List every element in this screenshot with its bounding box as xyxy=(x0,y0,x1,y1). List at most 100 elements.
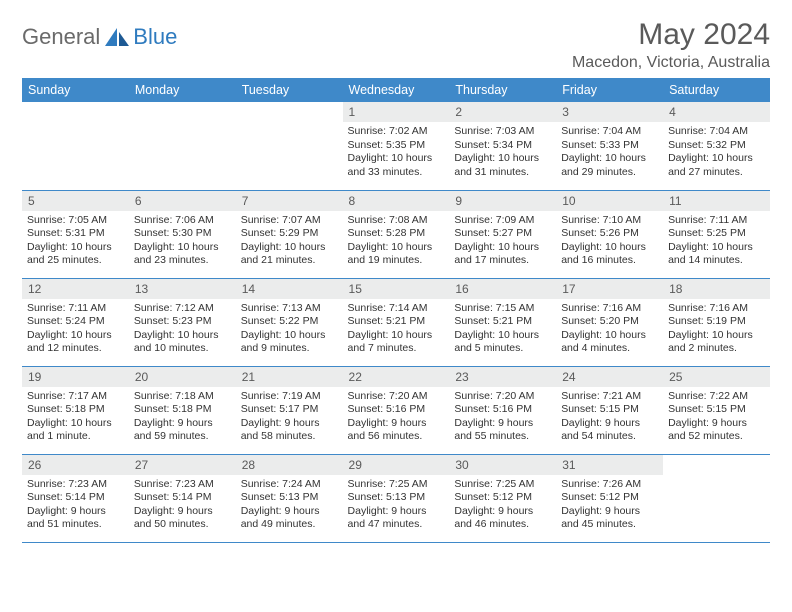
day-daylight2: and 46 minutes. xyxy=(454,518,551,532)
day-sunrise: Sunrise: 7:04 AM xyxy=(561,125,658,139)
day-sunrise: Sunrise: 7:07 AM xyxy=(241,214,338,228)
day-data: Sunrise: 7:20 AMSunset: 5:16 PMDaylight:… xyxy=(343,387,450,449)
day-number: 31 xyxy=(556,455,663,475)
day-sunrise: Sunrise: 7:26 AM xyxy=(561,478,658,492)
day-daylight1: Daylight: 9 hours xyxy=(668,417,765,431)
day-sunset: Sunset: 5:14 PM xyxy=(134,491,231,505)
day-daylight1: Daylight: 10 hours xyxy=(241,329,338,343)
weekday-header: Friday xyxy=(556,78,663,102)
day-sunset: Sunset: 5:13 PM xyxy=(241,491,338,505)
day-sunrise: Sunrise: 7:20 AM xyxy=(348,390,445,404)
day-sunrise: Sunrise: 7:05 AM xyxy=(27,214,124,228)
day-data: Sunrise: 7:23 AMSunset: 5:14 PMDaylight:… xyxy=(129,475,236,537)
calendar-day-cell: 8Sunrise: 7:08 AMSunset: 5:28 PMDaylight… xyxy=(343,190,450,278)
day-sunset: Sunset: 5:22 PM xyxy=(241,315,338,329)
calendar-day-cell: 12Sunrise: 7:11 AMSunset: 5:24 PMDayligh… xyxy=(22,278,129,366)
calendar-week-row: 12Sunrise: 7:11 AMSunset: 5:24 PMDayligh… xyxy=(22,278,770,366)
day-data: Sunrise: 7:17 AMSunset: 5:18 PMDaylight:… xyxy=(22,387,129,449)
day-number: 18 xyxy=(663,279,770,299)
calendar-day-cell: 2Sunrise: 7:03 AMSunset: 5:34 PMDaylight… xyxy=(449,102,556,190)
day-sunrise: Sunrise: 7:11 AM xyxy=(27,302,124,316)
day-sunset: Sunset: 5:18 PM xyxy=(27,403,124,417)
day-number: 30 xyxy=(449,455,556,475)
day-daylight2: and 29 minutes. xyxy=(561,166,658,180)
logo-sail-icon xyxy=(103,26,131,48)
day-sunrise: Sunrise: 7:16 AM xyxy=(668,302,765,316)
day-daylight1: Daylight: 10 hours xyxy=(134,329,231,343)
day-data: Sunrise: 7:26 AMSunset: 5:12 PMDaylight:… xyxy=(556,475,663,537)
weekday-header: Saturday xyxy=(663,78,770,102)
day-sunrise: Sunrise: 7:21 AM xyxy=(561,390,658,404)
day-daylight2: and 47 minutes. xyxy=(348,518,445,532)
day-daylight1: Daylight: 10 hours xyxy=(561,152,658,166)
calendar-day-cell: 22Sunrise: 7:20 AMSunset: 5:16 PMDayligh… xyxy=(343,366,450,454)
day-number: 22 xyxy=(343,367,450,387)
day-sunset: Sunset: 5:13 PM xyxy=(348,491,445,505)
calendar-day-cell: 10Sunrise: 7:10 AMSunset: 5:26 PMDayligh… xyxy=(556,190,663,278)
calendar-day-cell: 11Sunrise: 7:11 AMSunset: 5:25 PMDayligh… xyxy=(663,190,770,278)
day-daylight1: Daylight: 10 hours xyxy=(668,152,765,166)
day-sunset: Sunset: 5:27 PM xyxy=(454,227,551,241)
day-data: Sunrise: 7:20 AMSunset: 5:16 PMDaylight:… xyxy=(449,387,556,449)
day-number: 26 xyxy=(22,455,129,475)
day-daylight2: and 50 minutes. xyxy=(134,518,231,532)
day-daylight1: Daylight: 9 hours xyxy=(241,417,338,431)
day-data: Sunrise: 7:23 AMSunset: 5:14 PMDaylight:… xyxy=(22,475,129,537)
day-number: 6 xyxy=(129,191,236,211)
day-sunrise: Sunrise: 7:02 AM xyxy=(348,125,445,139)
calendar-week-row: 26Sunrise: 7:23 AMSunset: 5:14 PMDayligh… xyxy=(22,454,770,542)
day-daylight1: Daylight: 9 hours xyxy=(454,417,551,431)
day-sunset: Sunset: 5:16 PM xyxy=(454,403,551,417)
day-data: Sunrise: 7:19 AMSunset: 5:17 PMDaylight:… xyxy=(236,387,343,449)
day-number: 19 xyxy=(22,367,129,387)
day-data: Sunrise: 7:06 AMSunset: 5:30 PMDaylight:… xyxy=(129,211,236,273)
title-block: May 2024 Macedon, Victoria, Australia xyxy=(572,18,770,72)
calendar-day-cell: 20Sunrise: 7:18 AMSunset: 5:18 PMDayligh… xyxy=(129,366,236,454)
calendar-day-cell: 9Sunrise: 7:09 AMSunset: 5:27 PMDaylight… xyxy=(449,190,556,278)
weekday-header: Sunday xyxy=(22,78,129,102)
day-daylight2: and 27 minutes. xyxy=(668,166,765,180)
day-daylight2: and 31 minutes. xyxy=(454,166,551,180)
day-daylight2: and 54 minutes. xyxy=(561,430,658,444)
day-number: 17 xyxy=(556,279,663,299)
day-number: 29 xyxy=(343,455,450,475)
day-daylight1: Daylight: 9 hours xyxy=(134,417,231,431)
day-sunrise: Sunrise: 7:12 AM xyxy=(134,302,231,316)
day-sunset: Sunset: 5:32 PM xyxy=(668,139,765,153)
day-sunset: Sunset: 5:12 PM xyxy=(561,491,658,505)
day-sunrise: Sunrise: 7:18 AM xyxy=(134,390,231,404)
calendar-body: 1Sunrise: 7:02 AMSunset: 5:35 PMDaylight… xyxy=(22,102,770,542)
day-daylight2: and 2 minutes. xyxy=(668,342,765,356)
calendar-week-row: 1Sunrise: 7:02 AMSunset: 5:35 PMDaylight… xyxy=(22,102,770,190)
day-daylight1: Daylight: 9 hours xyxy=(561,417,658,431)
weekday-header: Monday xyxy=(129,78,236,102)
day-number: 4 xyxy=(663,102,770,122)
day-daylight1: Daylight: 10 hours xyxy=(241,241,338,255)
day-daylight2: and 58 minutes. xyxy=(241,430,338,444)
day-daylight2: and 16 minutes. xyxy=(561,254,658,268)
calendar-week-row: 5Sunrise: 7:05 AMSunset: 5:31 PMDaylight… xyxy=(22,190,770,278)
day-number: 14 xyxy=(236,279,343,299)
day-sunrise: Sunrise: 7:08 AM xyxy=(348,214,445,228)
day-daylight2: and 5 minutes. xyxy=(454,342,551,356)
day-data: Sunrise: 7:11 AMSunset: 5:24 PMDaylight:… xyxy=(22,299,129,361)
calendar-table: SundayMondayTuesdayWednesdayThursdayFrid… xyxy=(22,78,770,543)
day-data: Sunrise: 7:21 AMSunset: 5:15 PMDaylight:… xyxy=(556,387,663,449)
day-daylight1: Daylight: 10 hours xyxy=(134,241,231,255)
day-data: Sunrise: 7:16 AMSunset: 5:20 PMDaylight:… xyxy=(556,299,663,361)
day-data: Sunrise: 7:13 AMSunset: 5:22 PMDaylight:… xyxy=(236,299,343,361)
day-number: 27 xyxy=(129,455,236,475)
day-daylight2: and 55 minutes. xyxy=(454,430,551,444)
weekday-header: Thursday xyxy=(449,78,556,102)
day-sunset: Sunset: 5:24 PM xyxy=(27,315,124,329)
day-daylight2: and 17 minutes. xyxy=(454,254,551,268)
day-sunset: Sunset: 5:34 PM xyxy=(454,139,551,153)
day-number: 5 xyxy=(22,191,129,211)
day-sunset: Sunset: 5:12 PM xyxy=(454,491,551,505)
day-number: 7 xyxy=(236,191,343,211)
day-data: Sunrise: 7:24 AMSunset: 5:13 PMDaylight:… xyxy=(236,475,343,537)
day-sunset: Sunset: 5:21 PM xyxy=(454,315,551,329)
day-daylight1: Daylight: 10 hours xyxy=(27,241,124,255)
day-daylight1: Daylight: 9 hours xyxy=(134,505,231,519)
day-daylight2: and 1 minute. xyxy=(27,430,124,444)
